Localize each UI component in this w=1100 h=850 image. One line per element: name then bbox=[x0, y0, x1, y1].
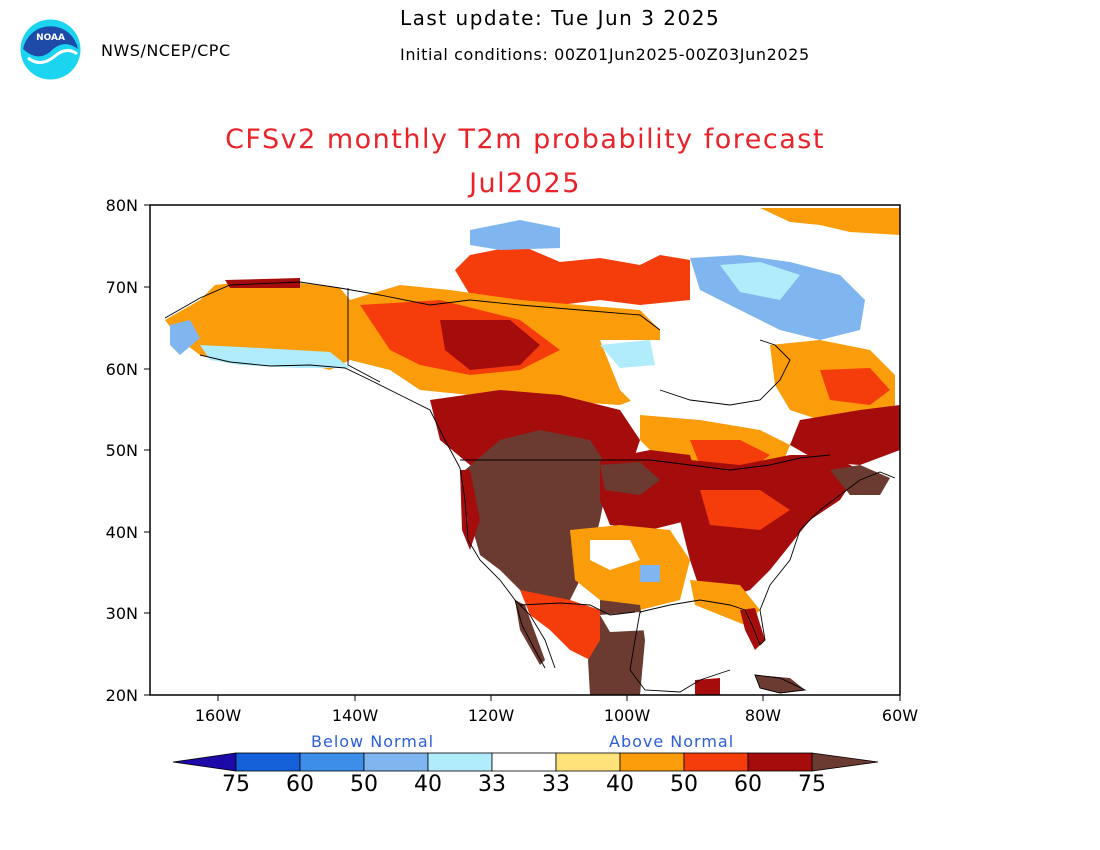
legend-swatch-above-75-plus bbox=[811, 752, 879, 772]
alaska-north-dark bbox=[225, 278, 300, 288]
mexico-gulf-coast bbox=[629, 611, 731, 693]
legend-swatch-below-40 bbox=[363, 752, 429, 772]
legend-value-below-40: 40 bbox=[414, 772, 442, 797]
legend-value-above-50: 50 bbox=[670, 772, 698, 797]
lat-label-60n: 60N bbox=[105, 360, 138, 379]
lon-label-80w: 80W bbox=[744, 706, 782, 725]
lat-label-30n: 30N bbox=[105, 604, 138, 623]
lat-label-20n: 20N bbox=[105, 686, 138, 705]
alaska-south-below bbox=[200, 345, 350, 368]
legend-swatch-below-50 bbox=[299, 752, 365, 772]
legend-value-above-33: 33 bbox=[542, 772, 570, 797]
lat-label-80n: 80N bbox=[105, 196, 138, 215]
arctic-coast bbox=[339, 287, 661, 331]
legend-value-above-75: 75 bbox=[798, 772, 826, 797]
initial-conditions-text: Initial conditions: 00Z01Jun2025-00Z03Ju… bbox=[400, 45, 810, 64]
greenland-strip-above bbox=[760, 208, 900, 235]
lat-label-50n: 50N bbox=[105, 441, 138, 460]
mexico-red bbox=[520, 590, 610, 660]
alaska-border bbox=[347, 288, 381, 383]
cuba-outline bbox=[754, 674, 807, 694]
pacific-coast-dark bbox=[460, 470, 480, 550]
legend-swatch-below-60 bbox=[235, 752, 301, 772]
legend-swatch-above-50 bbox=[683, 752, 749, 772]
lon-label-160w: 160W bbox=[194, 706, 242, 725]
labrador-red bbox=[820, 368, 890, 405]
lon-label-140w: 140W bbox=[331, 706, 379, 725]
legend-colorbar bbox=[172, 752, 879, 772]
legend-swatch-neutral bbox=[491, 752, 557, 772]
us-mexico-border bbox=[519, 602, 636, 616]
noaa-logo-icon: NOAA bbox=[19, 18, 82, 81]
yucatan-dark bbox=[695, 678, 720, 695]
baja-brown bbox=[515, 600, 545, 665]
ohio-red bbox=[700, 490, 790, 530]
legend-swatch-above-40 bbox=[619, 752, 685, 772]
us-canada-border bbox=[460, 454, 831, 471]
southern-plains-white bbox=[590, 540, 640, 570]
southern-plains-mixed bbox=[570, 525, 690, 610]
legend-value-below-50: 50 bbox=[350, 772, 378, 797]
axis-ticks bbox=[144, 204, 901, 701]
arctic-islands-above bbox=[455, 245, 690, 305]
nw-canada-dark bbox=[440, 320, 540, 370]
probability-field bbox=[165, 208, 900, 695]
us-west-coast bbox=[459, 467, 556, 669]
baja-coast bbox=[514, 599, 546, 669]
legend-swatch-above-60 bbox=[747, 752, 813, 772]
legend-above-normal-label: Above Normal bbox=[609, 732, 735, 751]
map-title: CFSv2 monthly T2m probability forecast bbox=[225, 124, 825, 155]
florida-dark bbox=[740, 608, 765, 650]
us-east-coast bbox=[769, 471, 896, 586]
baffin-below-light bbox=[720, 262, 800, 300]
legend-value-below-75: 75 bbox=[222, 772, 250, 797]
legend-swatch-above-33 bbox=[555, 752, 621, 772]
lat-label-70n: 70N bbox=[105, 278, 138, 297]
legend-below-normal-label: Below Normal bbox=[311, 732, 435, 751]
legend-value-below-60: 60 bbox=[286, 772, 314, 797]
cuba-brown bbox=[755, 675, 805, 693]
hudson-bay-coast bbox=[659, 339, 791, 406]
lat-label-40n: 40N bbox=[105, 523, 138, 542]
last-update-text: Last update: Tue Jun 3 2025 bbox=[400, 6, 721, 30]
coastlines bbox=[164, 281, 896, 694]
maritimes-dark bbox=[790, 405, 900, 465]
legend-swatch-below-75-plus bbox=[172, 752, 237, 772]
alaska-west-below bbox=[170, 320, 200, 355]
noaa-logo-text: NOAA bbox=[36, 33, 65, 43]
lon-label-60w: 60W bbox=[881, 706, 919, 725]
legend-value-above-60: 60 bbox=[734, 772, 762, 797]
map-subtitle: Jul2025 bbox=[469, 168, 581, 199]
legend-value-above-40: 40 bbox=[606, 772, 634, 797]
lon-label-120w: 120W bbox=[467, 706, 515, 725]
alaska-coast bbox=[164, 281, 461, 469]
us-gulf-coast bbox=[639, 584, 771, 646]
us-east-dark bbox=[680, 455, 860, 600]
arctic-north-below bbox=[470, 220, 560, 250]
plains-brown bbox=[600, 462, 660, 495]
legend-value-below-33: 33 bbox=[478, 772, 506, 797]
legend-swatch-below-33 bbox=[427, 752, 493, 772]
lon-label-100w: 100W bbox=[603, 706, 651, 725]
oklahoma-below bbox=[640, 565, 660, 582]
hudson-below bbox=[600, 340, 655, 368]
agency-label: NWS/NCEP/CPC bbox=[101, 41, 231, 60]
